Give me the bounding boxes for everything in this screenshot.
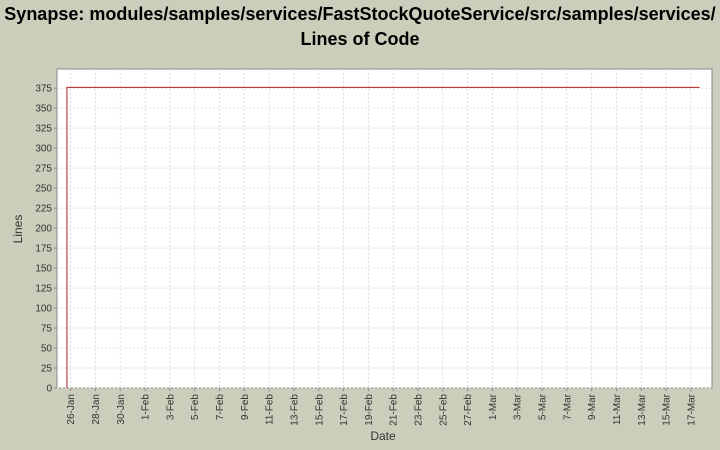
- y-tick-label: 75: [41, 324, 53, 335]
- x-tick-label: 28-Jan: [91, 394, 102, 425]
- y-tick-label: 325: [35, 124, 52, 135]
- x-tick-label: 5-Feb: [190, 394, 201, 421]
- x-tick-label: 13-Mar: [637, 393, 648, 425]
- x-tick-label: 3-Mar: [513, 393, 524, 420]
- x-tick-label: 7-Mar: [562, 393, 573, 420]
- x-tick-label: 11-Feb: [265, 394, 276, 425]
- y-tick-label: 200: [35, 224, 52, 235]
- chart-title: Synapse: modules/samples/services/FastSt…: [4, 4, 716, 49]
- x-tick-label: 30-Jan: [116, 394, 127, 425]
- y-tick-label: 350: [35, 104, 52, 115]
- x-axis-label: Date: [370, 429, 396, 443]
- x-tick-label: 5-Mar: [538, 393, 549, 420]
- y-tick-label: 275: [35, 164, 52, 175]
- x-tick-label: 25-Feb: [438, 394, 449, 426]
- y-tick-label: 100: [35, 304, 52, 315]
- y-tick-label: 125: [35, 284, 52, 295]
- x-tick-label: 17-Mar: [686, 393, 697, 425]
- x-tick-label: 23-Feb: [413, 394, 424, 426]
- y-tick-label: 25: [41, 364, 53, 375]
- data-line: [66, 86, 700, 388]
- x-tick-label: 11-Mar: [612, 393, 623, 425]
- x-tick-label: 9-Feb: [240, 394, 251, 421]
- y-axis-label: Lines: [11, 215, 25, 244]
- y-tick-label: 250: [35, 184, 52, 195]
- x-tick-label: 17-Feb: [339, 394, 350, 426]
- x-tick-label: 19-Feb: [364, 394, 375, 426]
- x-tick-label: 26-Jan: [66, 394, 77, 425]
- y-tick-label: 50: [41, 344, 53, 355]
- y-tick-label: 175: [35, 244, 52, 255]
- x-tick-label: 1-Feb: [141, 394, 152, 421]
- x-tick-label: 15-Feb: [314, 394, 325, 426]
- x-tick-label: 7-Feb: [215, 394, 226, 421]
- x-tick-label: 27-Feb: [463, 394, 474, 426]
- y-tick-label: 0: [46, 384, 52, 395]
- y-tick-label: 225: [35, 204, 52, 215]
- y-tick-label: 150: [35, 264, 52, 275]
- x-tick-label: 15-Mar: [662, 393, 673, 425]
- x-tick-label: 13-Feb: [289, 394, 300, 426]
- x-tick-label: 9-Mar: [587, 393, 598, 420]
- x-tick-label: 3-Feb: [165, 394, 176, 421]
- y-tick-label: 375: [35, 84, 52, 95]
- y-tick-label: 300: [35, 144, 52, 155]
- x-tick-label: 21-Feb: [389, 394, 400, 426]
- x-tick-label: 1-Mar: [488, 393, 499, 420]
